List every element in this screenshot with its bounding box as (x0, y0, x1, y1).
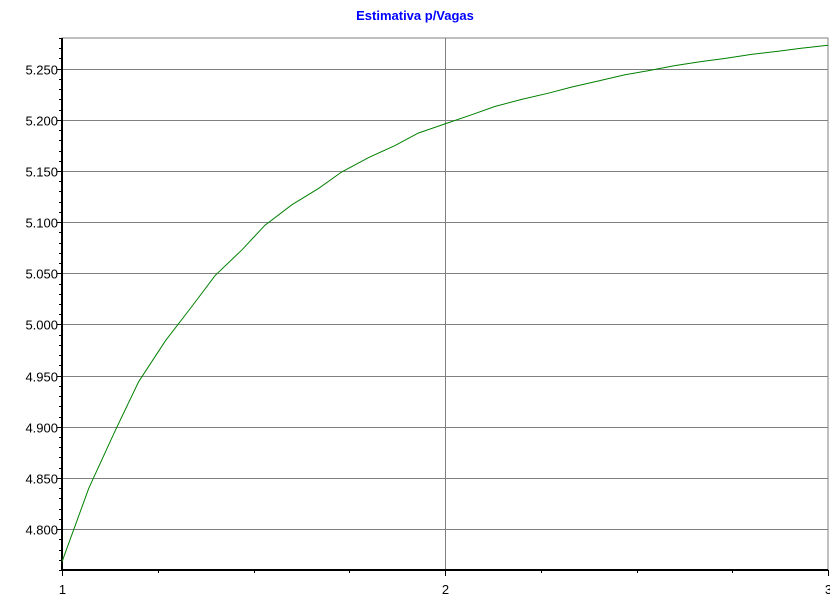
y-tick-label: 5.200 (25, 114, 58, 129)
x-tick-label: 1 (59, 582, 66, 597)
y-tick-label: 5.150 (25, 165, 58, 180)
y-tick-label: 4.950 (25, 370, 58, 385)
tick-labels: 4.800 4.850 4.900 4.950 5.000 5.050 5.100 5.150… (25, 63, 830, 598)
y-tick-label: 5.250 (25, 63, 58, 78)
grid-lines (61, 37, 829, 571)
series-layer (61, 44, 829, 562)
x-tick-label: 3 (825, 582, 830, 597)
y-tick-label: 4.850 (25, 472, 58, 487)
series-line (61, 44, 829, 562)
y-tick-label: 5.000 (25, 318, 58, 333)
axes (57, 38, 829, 576)
y-tick-label: 4.900 (25, 421, 58, 436)
y-tick-label: 5.100 (25, 216, 58, 231)
y-tick-label: 4.800 (25, 523, 58, 538)
y-tick-label: 5.050 (25, 267, 58, 282)
chart-title: Estimativa p/Vagas (356, 8, 474, 23)
x-tick-label: 2 (442, 582, 449, 597)
